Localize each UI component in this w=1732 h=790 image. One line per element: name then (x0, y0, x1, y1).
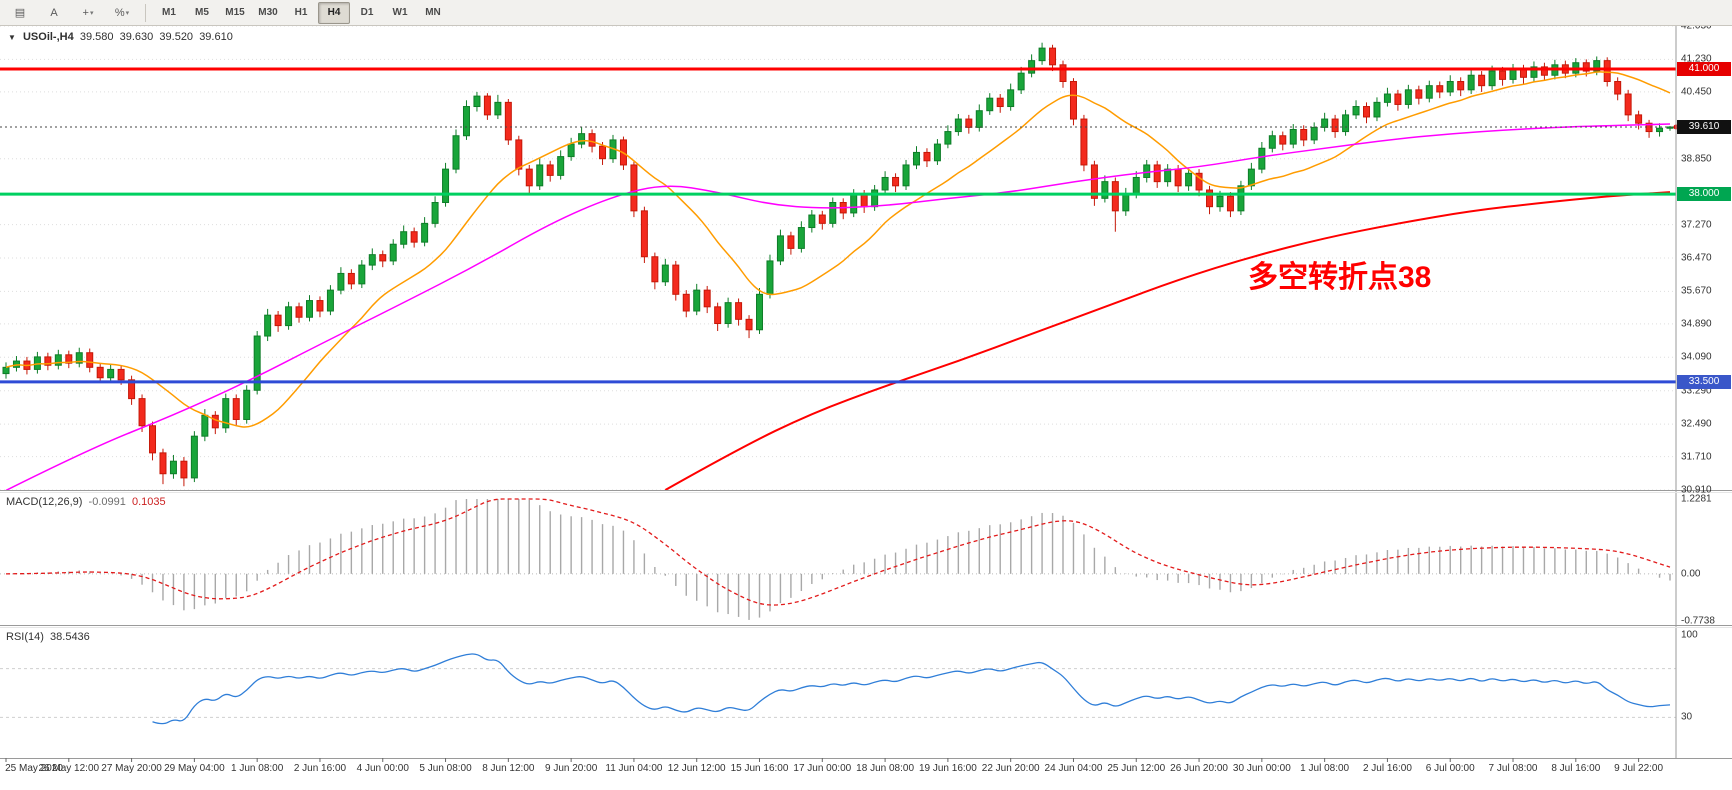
time-label: 8 Jun 12:00 (482, 763, 535, 774)
timeframes-toolbar: M1 M5 M15 M30 H1 H4 D1 W1 MN (153, 1, 449, 24)
time-label: 1 Jul 08:00 (1300, 763, 1350, 774)
indicator-scale-label: 100 (1681, 629, 1698, 641)
time-label: 8 Jul 16:00 (1551, 763, 1601, 774)
time-label: 4 Jun 00:00 (356, 763, 409, 774)
symbol-info: ▼ USOil-,H4 39.580 39.630 39.520 39.610 (8, 31, 233, 43)
price-tick-label: 30.910 (1681, 484, 1712, 496)
time-label: 19 Jun 16:00 (918, 763, 977, 774)
indicator-scale-label: 30 (1681, 711, 1693, 723)
macd-main-value: -0.0991 (88, 496, 126, 508)
panel-splitter-main-macd[interactable] (0, 488, 1732, 493)
time-label: 5 Jun 08:00 (419, 763, 472, 774)
time-label: 26 Jun 20:00 (1170, 763, 1228, 774)
crosshair-tool-icon: + (82, 6, 89, 19)
top-toolbar: ▤ A + ▾% ▾ M1 M5 M15 M30 H1 H4 D1 W1 MN (0, 0, 1732, 26)
rsi-indicator-label: RSI(14) 38.5436 (6, 631, 90, 643)
rsi-title: RSI(14) (6, 631, 44, 643)
time-label: 30 Jun 00:00 (1232, 763, 1291, 774)
period-button-m5[interactable]: M5 (195, 7, 209, 18)
period-button-mn[interactable]: MN (425, 7, 441, 18)
time-label: 1 Jun 08:00 (231, 763, 284, 774)
period-button-h1[interactable]: H1 (294, 7, 308, 18)
support-335-tag: 33.500 (1677, 374, 1731, 389)
price-tick-label: 31.710 (1681, 451, 1712, 463)
macd-signal-value: 0.1035 (131, 496, 166, 508)
macd-title: MACD(12,26,9) (6, 496, 83, 508)
period-button-d1[interactable]: D1 (360, 7, 374, 18)
price-tick-label: 33.290 (1681, 385, 1712, 397)
crosshair-tool-button[interactable]: + ▾ (72, 2, 104, 24)
macd-indicator-label: MACD(12,26,9) -0.0991 0.1035 (6, 496, 166, 508)
time-label: 9 Jun 20:00 (544, 763, 598, 774)
price-tick-label: 41.230 (1681, 53, 1712, 65)
time-label: 12 Jun 12:00 (667, 763, 726, 774)
cursor-tool-icon: A (50, 6, 58, 19)
time-label: 22 Jun 20:00 (981, 763, 1040, 774)
price-tick-label: 34.090 (1681, 351, 1712, 363)
symbol-timeframe-label: USOil-,H4 (22, 31, 74, 43)
fibonacci-tool-button[interactable]: % ▾ (106, 2, 138, 24)
annotation-text[interactable]: 多空转折点38 (1248, 261, 1432, 294)
time-label: 11 Jun 04:00 (605, 763, 663, 774)
ohlc-close: 39.610 (199, 31, 233, 43)
price-tick-label: 36.470 (1681, 252, 1712, 264)
price-tick-label: 35.670 (1681, 285, 1712, 297)
resistance-41-tag: 41.000 (1677, 61, 1731, 76)
fibonacci-tool-icon: % (114, 6, 125, 19)
period-button-m30[interactable]: M30 (258, 7, 278, 18)
period-button-w1[interactable]: W1 (392, 7, 408, 18)
price-tick-label: 38.850 (1681, 153, 1712, 165)
time-label: 27 May 20:00 (101, 763, 162, 774)
time-label: 2 Jul 16:00 (1362, 763, 1412, 774)
current-price-tag: 39.610 (1677, 119, 1731, 134)
chevron-down-icon: ▾ (125, 9, 130, 17)
rsi-value: 38.5436 (50, 631, 90, 643)
ohlc-open: 39.580 (79, 31, 114, 43)
price-tick-label: 40.450 (1681, 86, 1712, 98)
price-tick-label: 42.030 (1681, 20, 1712, 32)
time-label: 26 May 12:00 (38, 763, 100, 774)
price-tick-label: 34.890 (1681, 318, 1712, 330)
time-label: 25 May 2020 (5, 763, 63, 774)
time-label: 18 Jun 08:00 (856, 763, 915, 774)
toolbar-divider (145, 3, 146, 22)
time-label: 6 Jul 00:00 (1425, 763, 1475, 774)
period-button-h4[interactable]: H4 (318, 1, 350, 24)
ohlc-high: 39.630 (119, 31, 154, 43)
time-label: 9 Jul 22:00 (1614, 763, 1664, 774)
period-button-m15[interactable]: M15 (225, 7, 245, 18)
time-label: 2 Jun 16:00 (293, 763, 347, 774)
indicator-scale-label: 1.2281 (1681, 493, 1712, 505)
indicator-scale-label: -0.7738 (1681, 615, 1715, 627)
ohlc-low: 39.520 (159, 31, 194, 43)
time-label: 15 Jun 16:00 (730, 763, 789, 774)
one-click-trading-toggle[interactable]: ▼ (8, 33, 16, 42)
time-label: 25 Jun 12:00 (1107, 763, 1166, 774)
chart-grid-icon: ▤ (14, 7, 26, 19)
indicator-scale-label: 0.00 (1681, 568, 1701, 580)
chart-grid-button[interactable]: ▤ (4, 2, 36, 24)
panel-splitter-macd-rsi[interactable] (0, 623, 1732, 628)
price-tick-label: 37.270 (1681, 219, 1712, 231)
support-38-tag: 38.000 (1677, 187, 1731, 202)
time-label: 29 May 04:00 (164, 763, 225, 774)
line-studies-toolbar: ▤ A + ▾% ▾ (4, 2, 138, 24)
time-label: 17 Jun 00:00 (793, 763, 852, 774)
cursor-tool-button[interactable]: A (38, 2, 70, 24)
period-button-m1[interactable]: M1 (162, 7, 176, 18)
time-label: 24 Jun 04:00 (1044, 763, 1103, 774)
price-tick-label: 32.490 (1681, 418, 1712, 430)
time-label: 7 Jul 08:00 (1488, 763, 1538, 774)
chevron-down-icon: ▾ (89, 9, 94, 17)
